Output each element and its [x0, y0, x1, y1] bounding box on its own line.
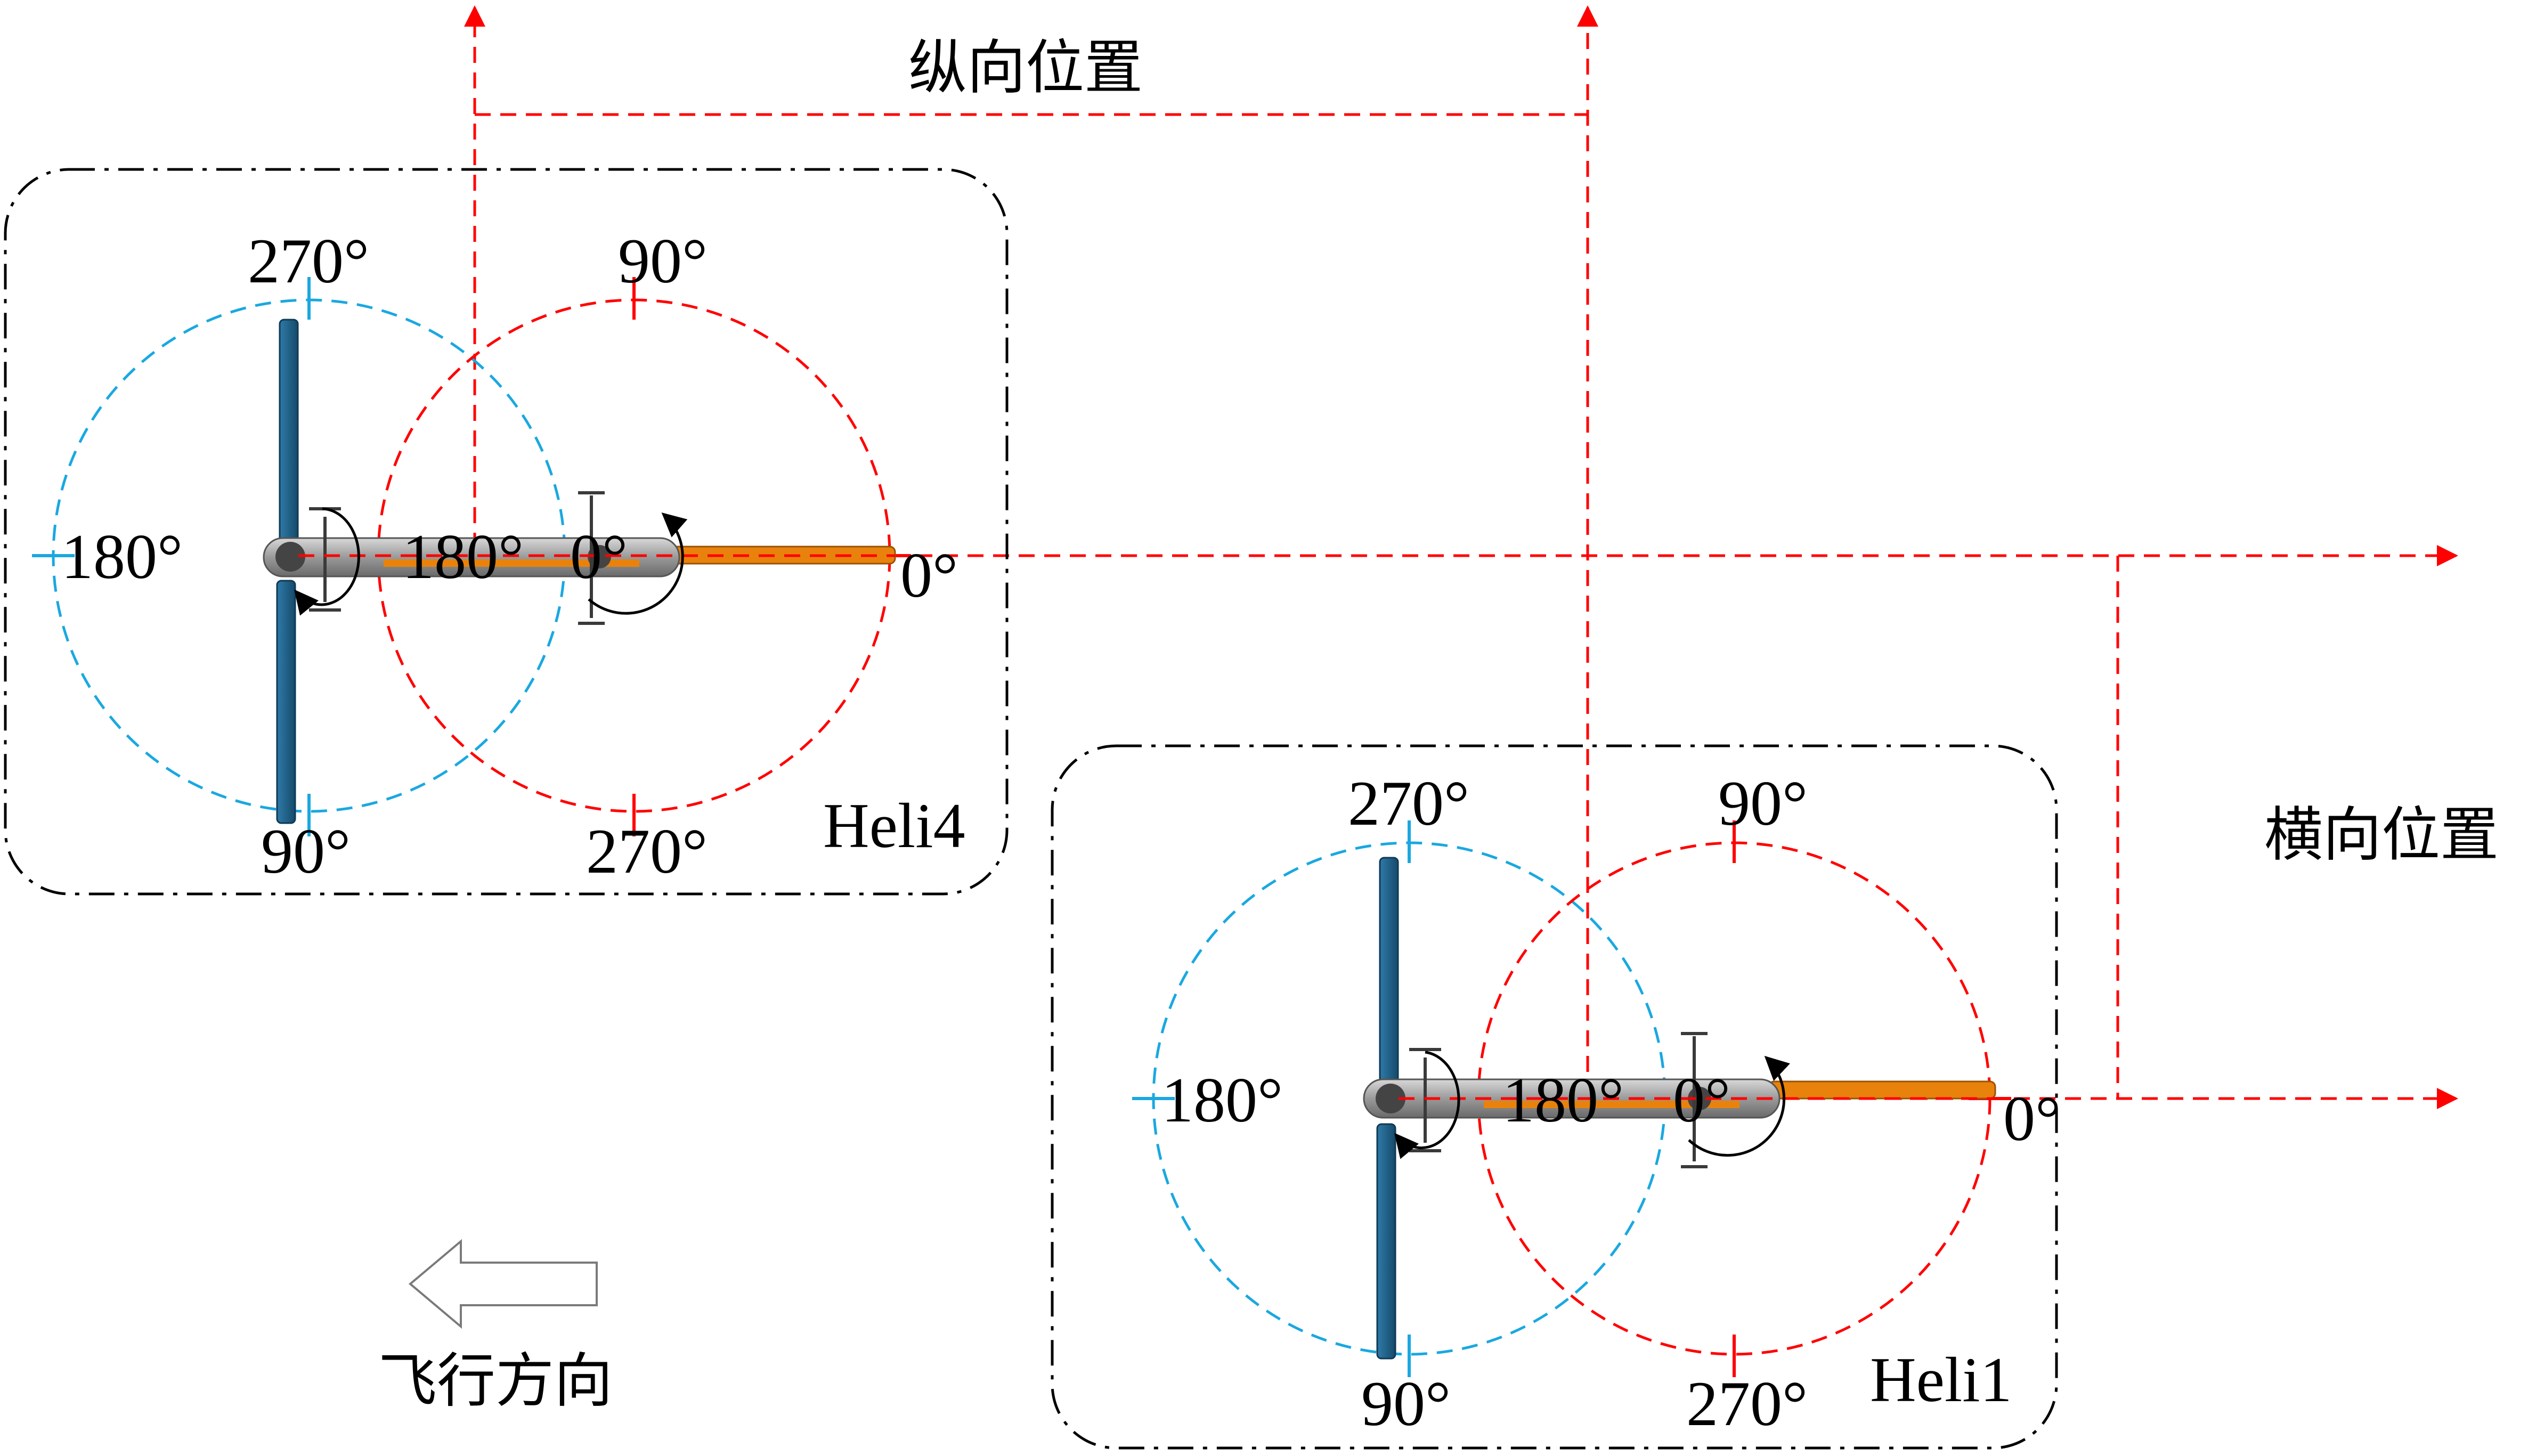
heli1-rotation-arrow-main	[1688, 1055, 1790, 1157]
heli1-tail-label-bottom: 90°	[1361, 1368, 1451, 1439]
heli1-blade-lower	[1376, 1123, 1396, 1360]
flight-direction-label: 飞行方向	[378, 1347, 613, 1415]
heli1-name-label: Heli1	[1870, 1344, 2012, 1415]
heli4-name-label: Heli4	[823, 790, 965, 861]
heli1-main-label-top: 90°	[1718, 768, 1808, 839]
heli4-main-label-right: 0°	[900, 540, 958, 611]
heli1-group-box	[1051, 744, 2058, 1450]
lateral-position-label: 横向位置	[2264, 801, 2499, 869]
heli1-tail-label-left: 180°	[1161, 1064, 1283, 1135]
heli1-group: 270° 180° 90° 0° 90° 180° 270° 0° Heli1	[1051, 744, 2061, 1450]
longitudinal-position-label: 纵向位置	[908, 34, 1143, 102]
heli1-main-label-bottom: 270°	[1686, 1368, 1808, 1439]
heli1-helicopter	[1363, 857, 1996, 1360]
heli1-blade-upper	[1379, 857, 1399, 1085]
heli4-main-label-left: 180°	[402, 521, 524, 592]
heli1-tail-boom	[1768, 1080, 1996, 1100]
heli4-helicopter	[263, 319, 896, 824]
heli4-group-box	[4, 168, 1009, 896]
heli4-tail-label-left: 180°	[61, 521, 183, 592]
heli4-rotation-arrow-main	[588, 513, 688, 615]
heli4-rotation-arrow-tail	[294, 507, 360, 616]
heli1-rotor-hub-rear	[1376, 1084, 1405, 1113]
heli4-blade-lower	[276, 580, 296, 824]
heli4-tail-label-right: 0°	[570, 521, 628, 592]
heli1-tail-label-right: 0°	[1673, 1064, 1730, 1135]
heli1-rotation-arrow-tail	[1394, 1051, 1460, 1159]
heli4-rotor-hub-rear	[275, 542, 305, 572]
heli4-tail-label-bottom: 90°	[261, 816, 351, 886]
heli1-fuselage-stripe	[1484, 1101, 1739, 1108]
heli4-tail-label-top: 270°	[248, 225, 369, 296]
flight-direction-arrow-icon	[408, 1239, 598, 1329]
heli4-main-label-top: 90°	[618, 225, 708, 296]
heli1-tail-label-top: 270°	[1348, 768, 1469, 839]
heli4-group: 270° 180° 90° 0° 90° 180° 270° 0° Heli4	[4, 168, 1009, 896]
heli4-blade-upper	[279, 319, 299, 550]
heli4-rotor-hub-front	[588, 545, 611, 568]
heli1-main-label-left: 180°	[1502, 1064, 1624, 1135]
heli1-main-label-right: 0°	[2003, 1083, 2061, 1154]
heli4-fuselage-stripe	[384, 559, 639, 567]
heli4-main-label-bottom: 270°	[586, 816, 708, 886]
